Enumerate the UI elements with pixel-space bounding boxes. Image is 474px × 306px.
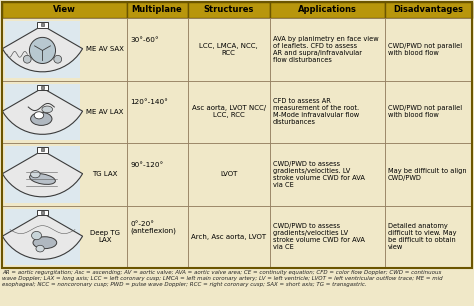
- Circle shape: [29, 37, 55, 63]
- Bar: [37, 22, 48, 28]
- Bar: [127, 206, 188, 268]
- Text: Applications: Applications: [298, 6, 357, 14]
- Polygon shape: [2, 88, 82, 134]
- Text: 90°-120°: 90°-120°: [130, 162, 164, 168]
- Text: May be difficult to align
CWD/PWD: May be difficult to align CWD/PWD: [388, 168, 467, 181]
- Text: CWD/PWD not parallel
with blood flow: CWD/PWD not parallel with blood flow: [388, 43, 462, 56]
- Bar: [2, 206, 127, 268]
- Bar: [2, 2, 472, 268]
- Text: ME AV LAX: ME AV LAX: [86, 109, 123, 115]
- Polygon shape: [2, 151, 82, 197]
- Text: 120°-140°: 120°-140°: [130, 99, 168, 105]
- Bar: [188, 2, 270, 18]
- Bar: [2, 80, 127, 143]
- Bar: [385, 143, 472, 206]
- Text: View: View: [53, 6, 76, 14]
- Bar: [270, 143, 385, 206]
- Bar: [127, 18, 188, 80]
- Bar: [270, 2, 385, 18]
- Bar: [40, 148, 45, 151]
- Bar: [270, 206, 385, 268]
- Bar: [2, 143, 127, 206]
- Bar: [37, 210, 48, 215]
- Bar: [40, 211, 45, 214]
- Text: Structures: Structures: [204, 6, 254, 14]
- Text: Deep TG
LAX: Deep TG LAX: [90, 230, 120, 243]
- Bar: [127, 143, 188, 206]
- Bar: [127, 80, 188, 143]
- Text: CFD to assess AR
measurement of the root.
M-Mode infravalvular flow
disturbances: CFD to assess AR measurement of the root…: [273, 98, 359, 125]
- Bar: [385, 206, 472, 268]
- Bar: [2, 18, 127, 80]
- Text: ME AV SAX: ME AV SAX: [86, 46, 124, 52]
- Text: Multiplane: Multiplane: [132, 6, 182, 14]
- Bar: [40, 24, 45, 26]
- Bar: [2, 2, 127, 18]
- Text: TG LAX: TG LAX: [92, 171, 118, 177]
- Text: AVA by planimetry en face view
of leaflets. CFD to assess
AR and supra/infravalv: AVA by planimetry en face view of leafle…: [273, 36, 379, 63]
- Ellipse shape: [29, 174, 55, 185]
- Bar: [385, 80, 472, 143]
- Circle shape: [54, 55, 62, 63]
- Bar: [127, 2, 188, 18]
- Text: AR = aortic regurgitation; Asc = ascending; AV = aortic valve; AVA = aortic valv: AR = aortic regurgitation; Asc = ascendi…: [2, 270, 443, 287]
- Bar: [270, 18, 385, 80]
- Ellipse shape: [32, 231, 42, 240]
- Ellipse shape: [34, 112, 44, 119]
- Text: Disadvantages: Disadvantages: [393, 6, 464, 14]
- Text: CWD/PWD not parallel
with blood flow: CWD/PWD not parallel with blood flow: [388, 105, 462, 118]
- Text: CWD/PWD to assess
gradients/velocities. LV
stroke volume CWD for AVA
via CE: CWD/PWD to assess gradients/velocities. …: [273, 161, 365, 188]
- Bar: [188, 206, 270, 268]
- Bar: [188, 143, 270, 206]
- Bar: [37, 147, 48, 153]
- Text: LVOT: LVOT: [220, 171, 237, 177]
- Text: 0°-20°
(anteflexion): 0°-20° (anteflexion): [130, 221, 176, 234]
- Bar: [5, 84, 80, 140]
- Text: Detailed anatomy
difficult to view. May
be difficult to obtain
view: Detailed anatomy difficult to view. May …: [388, 223, 456, 250]
- Bar: [188, 80, 270, 143]
- Ellipse shape: [31, 171, 40, 178]
- Text: LCC, LMCA, NCC,
RCC: LCC, LMCA, NCC, RCC: [200, 43, 258, 56]
- Bar: [37, 84, 48, 90]
- Bar: [5, 21, 80, 77]
- Bar: [5, 146, 80, 203]
- Ellipse shape: [33, 237, 57, 248]
- Bar: [5, 208, 80, 265]
- Bar: [188, 18, 270, 80]
- Bar: [270, 80, 385, 143]
- Bar: [385, 18, 472, 80]
- Text: Arch, Asc aorta, LVOT: Arch, Asc aorta, LVOT: [191, 234, 266, 240]
- Ellipse shape: [36, 245, 44, 252]
- Bar: [385, 2, 472, 18]
- Bar: [40, 86, 45, 89]
- Circle shape: [23, 55, 31, 63]
- Ellipse shape: [31, 112, 52, 125]
- Text: Asc aorta, LVOT NCC/
LCC, RCC: Asc aorta, LVOT NCC/ LCC, RCC: [191, 105, 266, 118]
- Text: CWD/PWD to assess
gradients/velocities LV
stroke volume CWD for AVA
via CE: CWD/PWD to assess gradients/velocities L…: [273, 223, 365, 250]
- Polygon shape: [2, 213, 82, 259]
- Ellipse shape: [42, 106, 53, 113]
- Text: 30°-60°: 30°-60°: [130, 37, 159, 43]
- Polygon shape: [2, 25, 82, 72]
